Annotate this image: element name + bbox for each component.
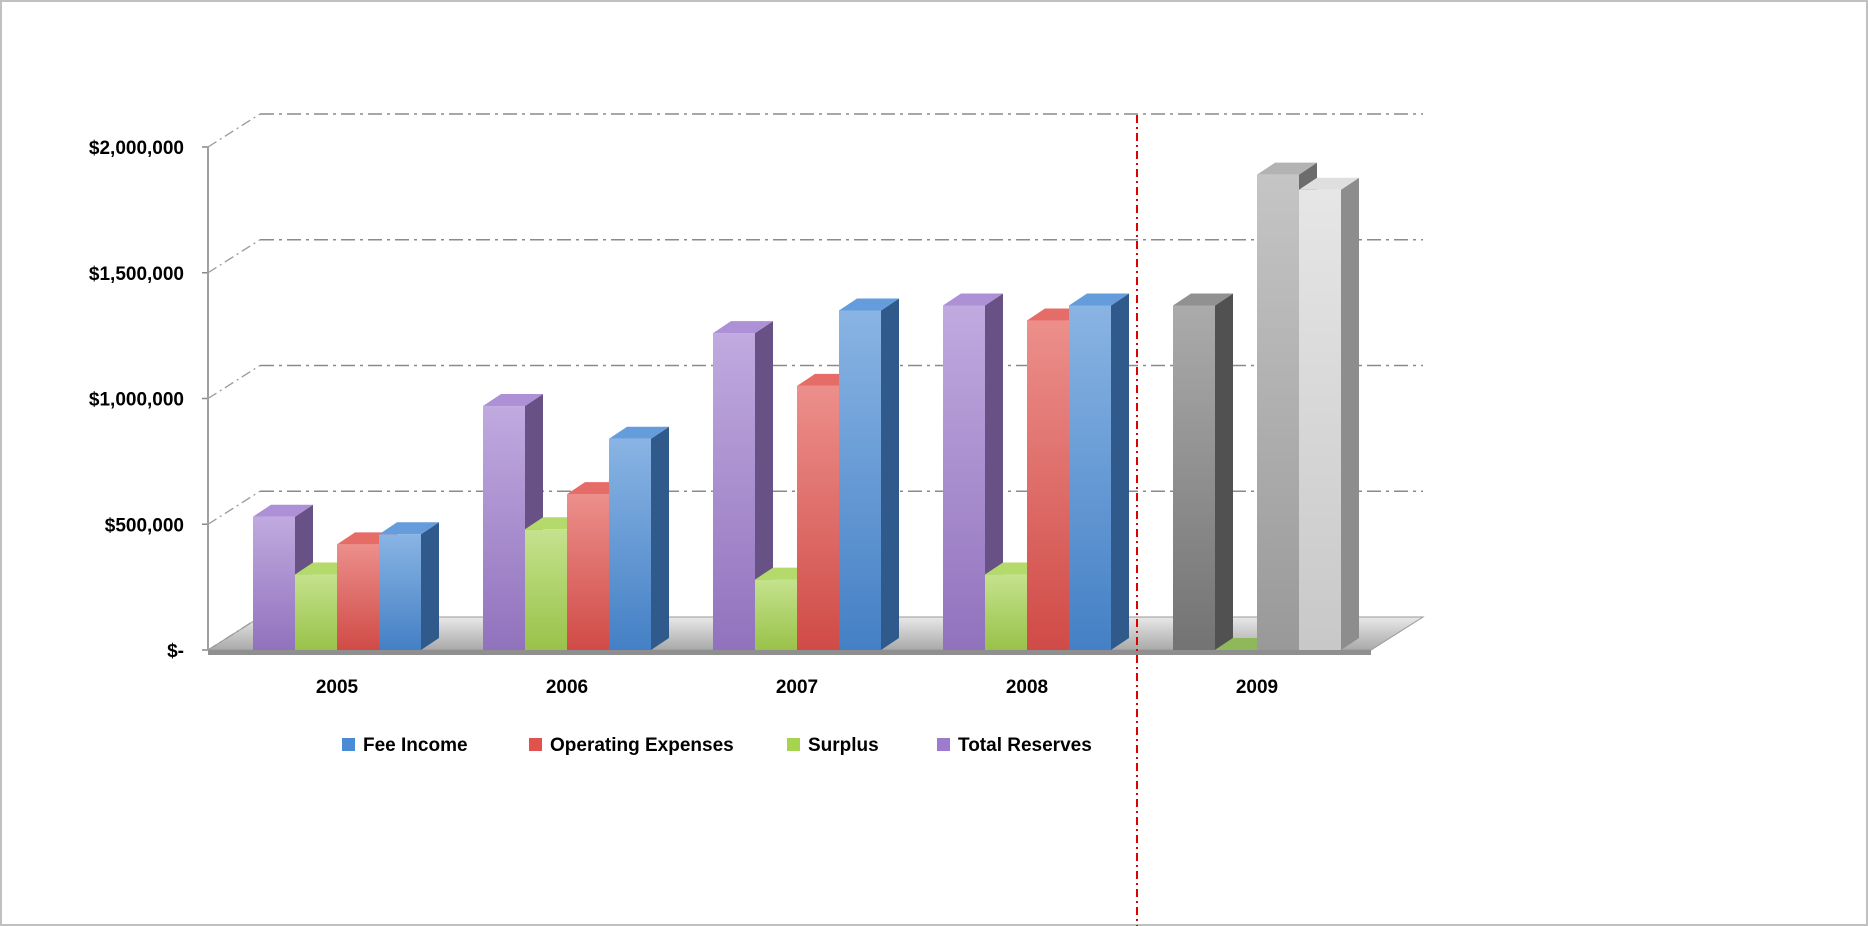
y-tick-label: $1,500,000	[89, 264, 184, 285]
bar-fee-income-2007	[839, 298, 899, 650]
legend-label: Fee Income	[363, 735, 468, 756]
category-group-2009	[1173, 162, 1359, 651]
legend-item-total-reserves: Total Reserves	[937, 735, 1092, 756]
bar-front	[337, 544, 379, 650]
legend-label: Operating Expenses	[550, 735, 734, 756]
category-group-2006	[483, 394, 669, 650]
bar-top	[1173, 293, 1233, 306]
legend-swatch	[937, 738, 950, 751]
y-tick-label: $2,000,000	[89, 138, 184, 159]
bar-side	[421, 522, 439, 650]
bar-front	[295, 574, 337, 650]
legend-label: Surplus	[808, 735, 879, 756]
bar-fee-income-2006	[609, 426, 669, 650]
plot-area	[253, 162, 1359, 651]
bar-front	[1257, 174, 1299, 651]
bar-top	[1299, 177, 1359, 190]
bar-side	[1111, 293, 1129, 650]
legend-swatch	[787, 738, 800, 751]
legend-item-fee-income: Fee Income	[342, 735, 468, 756]
bar-fee-income-2005	[379, 522, 439, 650]
x-axis-labels: 2005 2006 2007 2008 2009	[316, 677, 1278, 698]
bar-front	[609, 438, 651, 650]
bar-top	[483, 394, 543, 407]
x-tick-label: 2005	[316, 677, 359, 698]
bar-front	[839, 310, 881, 650]
category-group-2007	[713, 298, 899, 650]
bar-top	[839, 298, 899, 311]
bar-side	[985, 293, 1003, 650]
bar-fee-income-2008	[1069, 293, 1129, 650]
category-group-2008	[943, 293, 1129, 650]
bar-side	[881, 298, 899, 650]
legend-item-surplus: Surplus	[787, 735, 879, 756]
bar-top	[253, 504, 313, 517]
bar-front	[1173, 305, 1215, 650]
bar-front	[379, 534, 421, 650]
floor-edge	[208, 650, 1371, 655]
x-tick-label: 2006	[546, 677, 588, 698]
bar-front	[713, 333, 755, 650]
bar-total-reserves-2007	[713, 321, 773, 650]
bar-fee-income-2009	[1299, 177, 1359, 650]
bar-top	[609, 426, 669, 439]
bar-total-reserves-2008	[943, 293, 1003, 650]
bar-top	[1069, 293, 1129, 306]
y-tick-label: $500,000	[105, 515, 184, 536]
y-tick-label: $-	[167, 641, 184, 662]
x-tick-label: 2007	[776, 677, 818, 698]
bar-top	[943, 293, 1003, 306]
gridlines	[207, 113, 1423, 651]
category-group-2005	[253, 504, 439, 650]
bar-top	[713, 321, 773, 334]
bar-front	[567, 494, 609, 650]
y-axis: $- $500,000 $1,000,000 $1,500,000 $2,000,000	[89, 138, 209, 662]
legend: Fee Income Operating Expenses Surplus Total…	[342, 735, 1092, 756]
bar-front	[985, 574, 1027, 650]
bar-front	[797, 385, 839, 650]
bar-front	[755, 579, 797, 650]
bar-front	[483, 406, 525, 650]
bar-side	[1215, 293, 1233, 650]
bar-front	[1069, 305, 1111, 650]
bar-front	[1027, 320, 1069, 650]
bar-front	[253, 516, 295, 650]
bar-front	[943, 305, 985, 650]
bar-side	[651, 426, 669, 650]
bar-top	[1257, 162, 1317, 175]
legend-label: Total Reserves	[958, 735, 1092, 756]
bar-top	[379, 522, 439, 535]
bar-front	[525, 529, 567, 650]
bar-side	[755, 321, 773, 650]
x-tick-label: 2008	[1006, 677, 1048, 698]
bar-front	[1299, 189, 1341, 650]
bar-side	[1341, 177, 1359, 650]
bar-total-reserves-2009	[1173, 293, 1233, 650]
legend-swatch	[342, 738, 355, 751]
legend-item-operating-expenses: Operating Expenses	[529, 735, 734, 756]
y-tick-label: $1,000,000	[89, 390, 184, 411]
legend-swatch	[529, 738, 542, 751]
x-tick-label: 2009	[1236, 677, 1278, 698]
